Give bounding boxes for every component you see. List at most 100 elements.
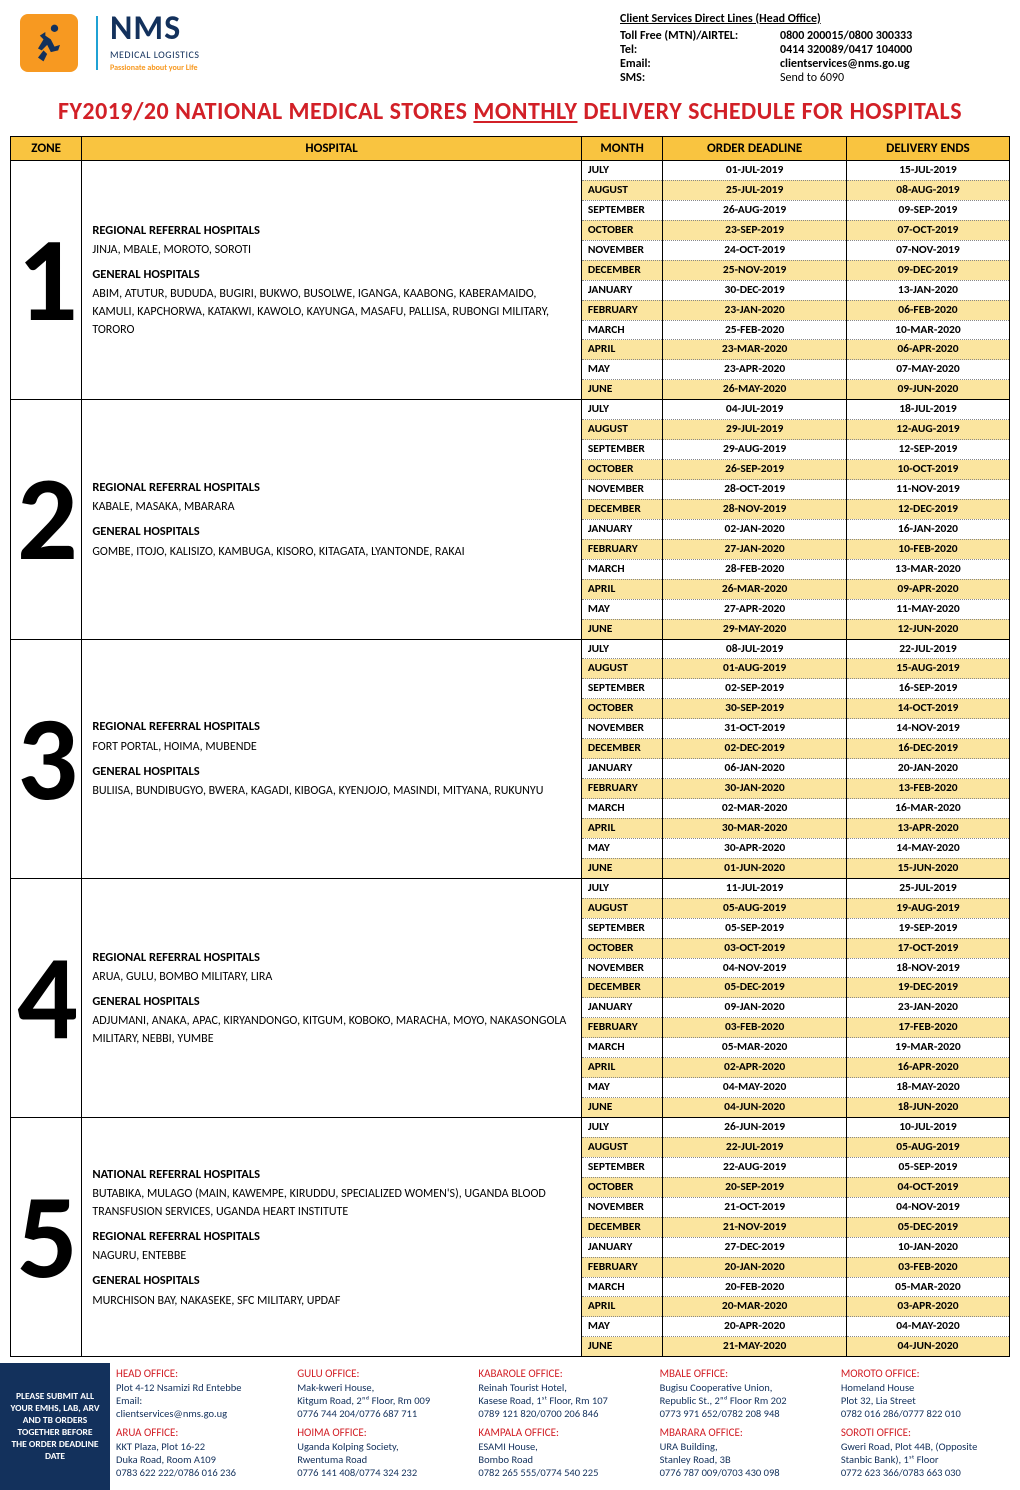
month-cell: MARCH bbox=[581, 1038, 663, 1058]
office-block: GULU OFFICE:Mak-kweri House,Kitgum Road,… bbox=[297, 1367, 470, 1420]
contact-row: Tel:0414 320089/0417 104000 bbox=[620, 43, 1000, 57]
month-cell: FEBRUARY bbox=[581, 300, 663, 320]
month-cell: DECEMBER bbox=[581, 978, 663, 998]
title-underlined: MONTHLY bbox=[473, 97, 577, 126]
delivery-ends-cell: 23-JAN-2020 bbox=[846, 998, 1009, 1018]
hospital-section-heading: GENERAL HOSPITALS bbox=[92, 1273, 570, 1289]
order-deadline-cell: 30-APR-2020 bbox=[663, 838, 846, 858]
office-line: Kitgum Road, 2ⁿᵈ Floor, Rm 009 bbox=[297, 1394, 470, 1407]
hospital-section-body: JINJA, MBALE, MOROTO, SOROTI bbox=[92, 241, 570, 259]
order-deadline-cell: 01-JUL-2019 bbox=[663, 161, 846, 181]
month-cell: JULY bbox=[581, 878, 663, 898]
delivery-ends-cell: 09-DEC-2019 bbox=[846, 260, 1009, 280]
page-title: FY2019/20 NATIONAL MEDICAL STORES MONTHL… bbox=[0, 91, 1020, 136]
month-cell: DECEMBER bbox=[581, 1217, 663, 1237]
delivery-ends-cell: 14-OCT-2019 bbox=[846, 699, 1009, 719]
delivery-ends-cell: 20-JAN-2020 bbox=[846, 759, 1009, 779]
delivery-ends-cell: 16-JAN-2020 bbox=[846, 519, 1009, 539]
col-hospital: HOSPITAL bbox=[82, 137, 581, 161]
order-deadline-cell: 20-APR-2020 bbox=[663, 1317, 846, 1337]
delivery-ends-cell: 05-MAR-2020 bbox=[846, 1277, 1009, 1297]
office-block: ARUA OFFICE:KKT Plaza, Plot 16-22Duka Ro… bbox=[116, 1426, 289, 1479]
order-deadline-cell: 30-MAR-2020 bbox=[663, 818, 846, 838]
delivery-ends-cell: 09-JUN-2020 bbox=[846, 380, 1009, 400]
footer-notice-line: DATE bbox=[4, 1450, 106, 1462]
office-line: Uganda Kolping Society, bbox=[297, 1440, 470, 1453]
order-deadline-cell: 09-JAN-2020 bbox=[663, 998, 846, 1018]
month-cell: FEBRUARY bbox=[581, 1257, 663, 1277]
delivery-ends-cell: 07-MAY-2020 bbox=[846, 360, 1009, 380]
delivery-ends-cell: 16-MAR-2020 bbox=[846, 799, 1009, 819]
month-cell: MAY bbox=[581, 360, 663, 380]
footer-notice: PLEASE SUBMIT ALLYOUR EMHS, LAB, ARVAND … bbox=[0, 1363, 110, 1489]
office-line: Duka Road, Room A109 bbox=[116, 1453, 289, 1466]
delivery-ends-cell: 18-NOV-2019 bbox=[846, 958, 1009, 978]
order-deadline-cell: 29-MAY-2020 bbox=[663, 619, 846, 639]
delivery-ends-cell: 18-MAY-2020 bbox=[846, 1078, 1009, 1098]
footer-offices: HEAD OFFICE:Plot 4-12 Nsamizi Rd Entebbe… bbox=[110, 1363, 1020, 1489]
delivery-ends-cell: 04-JUN-2020 bbox=[846, 1337, 1009, 1357]
office-line: Rwentuma Road bbox=[297, 1453, 470, 1466]
month-cell: MARCH bbox=[581, 559, 663, 579]
order-deadline-cell: 04-JUL-2019 bbox=[663, 400, 846, 420]
delivery-ends-cell: 07-NOV-2019 bbox=[846, 240, 1009, 260]
hospital-cell: REGIONAL REFERRAL HOSPITALSARUA, GULU, B… bbox=[82, 878, 581, 1117]
delivery-ends-cell: 09-APR-2020 bbox=[846, 579, 1009, 599]
month-cell: JULY bbox=[581, 1118, 663, 1138]
order-deadline-cell: 27-DEC-2019 bbox=[663, 1237, 846, 1257]
month-cell: JANUARY bbox=[581, 519, 663, 539]
order-deadline-cell: 11-JUL-2019 bbox=[663, 878, 846, 898]
logo-text: NMS MEDICAL LOGISTICS Passionate about y… bbox=[110, 12, 199, 73]
delivery-ends-cell: 11-NOV-2019 bbox=[846, 480, 1009, 500]
month-cell: APRIL bbox=[581, 340, 663, 360]
order-deadline-cell: 02-DEC-2019 bbox=[663, 739, 846, 759]
month-cell: JULY bbox=[581, 639, 663, 659]
footer-notice-line: YOUR EMHS, LAB, ARV bbox=[4, 1402, 106, 1414]
office-line: Plot 32, Lia Street bbox=[841, 1394, 1014, 1407]
office-line: KKT Plaza, Plot 16-22 bbox=[116, 1440, 289, 1453]
hospital-section-body: FORT PORTAL, HOIMA, MUBENDE bbox=[92, 738, 570, 756]
month-cell: SEPTEMBER bbox=[581, 918, 663, 938]
office-line: 0772 623 366/0783 663 030 bbox=[841, 1466, 1014, 1479]
office-name: SOROTI OFFICE: bbox=[841, 1426, 1014, 1440]
order-deadline-cell: 27-APR-2020 bbox=[663, 599, 846, 619]
order-deadline-cell: 26-AUG-2019 bbox=[663, 200, 846, 220]
table-header-row: ZONE HOSPITAL MONTH ORDER DEADLINE DELIV… bbox=[11, 137, 1010, 161]
logo-block: NMS MEDICAL LOGISTICS Passionate about y… bbox=[20, 12, 199, 73]
order-deadline-cell: 08-JUL-2019 bbox=[663, 639, 846, 659]
order-deadline-cell: 25-NOV-2019 bbox=[663, 260, 846, 280]
office-line: Kasese Road, 1ˢᵗ Floor, Rm 107 bbox=[478, 1394, 651, 1407]
contact-row: Toll Free (MTN)/AIRTEL:0800 200015/0800 … bbox=[620, 29, 1000, 43]
month-cell: DECEMBER bbox=[581, 739, 663, 759]
office-name: HEAD OFFICE: bbox=[116, 1367, 289, 1381]
month-cell: NOVEMBER bbox=[581, 240, 663, 260]
month-cell: SEPTEMBER bbox=[581, 679, 663, 699]
order-deadline-cell: 02-APR-2020 bbox=[663, 1058, 846, 1078]
delivery-ends-cell: 25-JUL-2019 bbox=[846, 878, 1009, 898]
delivery-ends-cell: 13-APR-2020 bbox=[846, 818, 1009, 838]
month-cell: OCTOBER bbox=[581, 460, 663, 480]
month-cell: OCTOBER bbox=[581, 1177, 663, 1197]
month-cell: DECEMBER bbox=[581, 499, 663, 519]
order-deadline-cell: 21-OCT-2019 bbox=[663, 1197, 846, 1217]
title-post: DELIVERY SCHEDULE FOR HOSPITALS bbox=[577, 97, 962, 126]
order-deadline-cell: 31-OCT-2019 bbox=[663, 719, 846, 739]
hospital-section-body: GOMBE, ITOJO, KALISIZO, KAMBUGA, KISORO,… bbox=[92, 543, 570, 561]
order-deadline-cell: 02-SEP-2019 bbox=[663, 679, 846, 699]
hospital-section-body: BULIISA, BUNDIBUGYO, BWERA, KAGADI, KIBO… bbox=[92, 782, 570, 800]
delivery-ends-cell: 05-SEP-2019 bbox=[846, 1157, 1009, 1177]
order-deadline-cell: 26-JUN-2019 bbox=[663, 1118, 846, 1138]
table-row: 1REGIONAL REFERRAL HOSPITALSJINJA, MBALE… bbox=[11, 161, 1010, 181]
office-name: MOROTO OFFICE: bbox=[841, 1367, 1014, 1381]
order-deadline-cell: 20-MAR-2020 bbox=[663, 1297, 846, 1317]
hospital-section-heading: REGIONAL REFERRAL HOSPITALS bbox=[92, 223, 570, 239]
office-line: ESAMI House, bbox=[478, 1440, 651, 1453]
zone-cell: 1 bbox=[11, 161, 82, 400]
delivery-ends-cell: 15-JUN-2020 bbox=[846, 858, 1009, 878]
order-deadline-cell: 25-FEB-2020 bbox=[663, 320, 846, 340]
logo-tagline: Passionate about your Life bbox=[110, 63, 199, 73]
order-deadline-cell: 29-JUL-2019 bbox=[663, 420, 846, 440]
month-cell: JANUARY bbox=[581, 1237, 663, 1257]
month-cell: APRIL bbox=[581, 818, 663, 838]
office-line: 0789 121 820/0700 206 846 bbox=[478, 1407, 651, 1420]
